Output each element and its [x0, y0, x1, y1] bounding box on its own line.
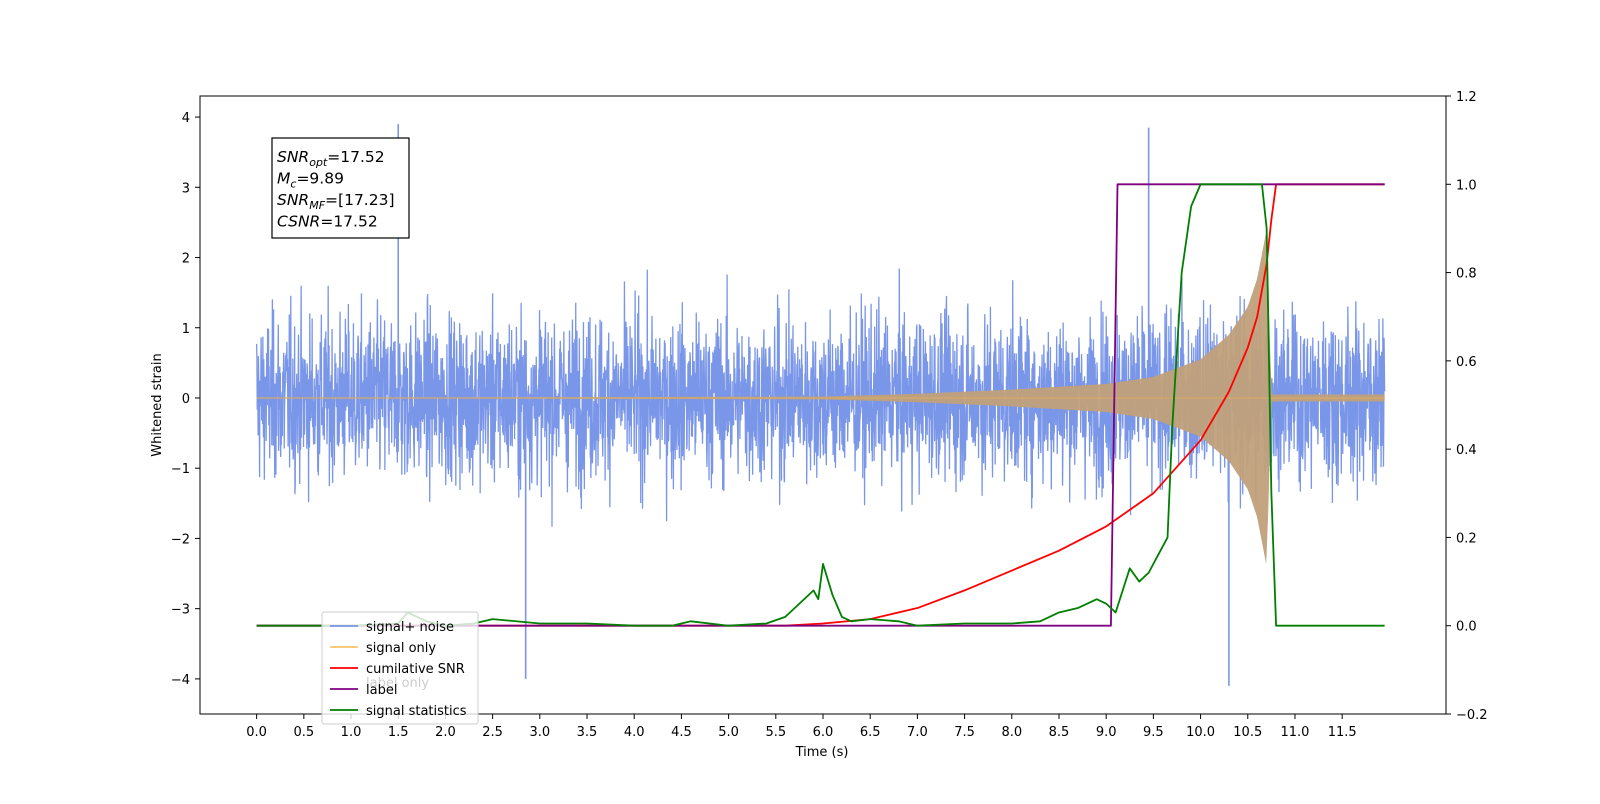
x-tick-label: 0.5	[293, 725, 314, 740]
y-left-tick-label: −3	[171, 603, 190, 618]
x-tick-label: 2.0	[435, 725, 456, 740]
series-line-label	[256, 183, 1385, 627]
y-right-tick-label: 0.8	[1456, 267, 1477, 282]
x-tick-label: 9.5	[1143, 725, 1164, 740]
legend: label only signal+ noise signal only cumila…	[321, 611, 479, 725]
x-tick-label: 11.5	[1328, 725, 1357, 740]
y-left-tick-label: 3	[182, 181, 190, 196]
legend-label: label	[366, 683, 397, 698]
x-tick-label: 8.5	[1049, 725, 1070, 740]
legend-label: signal statistics	[366, 704, 467, 719]
legend-ghost-text: label only	[366, 676, 429, 691]
series-line-signal-statistics	[256, 183, 1385, 627]
info-line: SNRopt=17.52	[277, 148, 385, 169]
x-tick-label: 2.5	[482, 725, 503, 740]
x-tick-label: 1.0	[341, 725, 362, 740]
x-tick-label: 3.0	[529, 725, 550, 740]
legend-box	[321, 611, 479, 725]
y-right-tick-label: 0.6	[1456, 355, 1477, 370]
legend-label: signal+ noise	[366, 620, 454, 635]
x-tick-label: 4.0	[624, 725, 645, 740]
x-tick-label: 8.0	[1001, 725, 1022, 740]
x-tick-label: 3.5	[577, 725, 598, 740]
signal-noise-trace	[255, 268, 1386, 527]
info-box-frame	[271, 137, 410, 239]
legend-label: cumilative SNR	[366, 662, 465, 677]
y-right-tick-label: 0.2	[1456, 531, 1477, 546]
info-line: SNRMF=[17.23]	[277, 191, 395, 212]
x-tick-label: 7.0	[907, 725, 928, 740]
series-signal-only	[256, 231, 1385, 565]
y-left-tick-label: −4	[171, 673, 190, 688]
info-box: SNRopt=17.52Mc=9.89SNRMF=[17.23]CSNR=17.…	[271, 137, 410, 239]
x-axis-ticks: 0.0 0.5 1.0 1.5 2.0 2.5 3.0 3.5 4.0 4.5 5.0 5.5 6.0 6…	[246, 714, 1357, 740]
x-tick-label: 6.5	[860, 725, 881, 740]
y-left-tick-label: 1	[182, 322, 190, 337]
x-tick-label: 7.5	[954, 725, 975, 740]
info-line: CSNR=17.52	[277, 213, 378, 231]
x-tick-label: 9.0	[1096, 725, 1117, 740]
x-tick-label: 6.0	[813, 725, 834, 740]
x-axis-label: Time (s)	[795, 745, 849, 760]
x-tick-label: 5.0	[718, 725, 739, 740]
series-signal-noise	[255, 124, 1386, 686]
info-line: Mc=9.89	[277, 170, 344, 191]
y-right-tick-label: 0.0	[1456, 620, 1477, 635]
x-tick-label: 0.0	[246, 725, 267, 740]
y-left-tick-label: 2	[182, 252, 190, 267]
y-axis-left-ticks: 4 3 2 1 0 −1 −2 −3 −4	[171, 111, 200, 688]
series-lines	[256, 183, 1385, 627]
y-left-tick-label: 4	[182, 111, 190, 126]
y-left-tick-label: −2	[171, 532, 190, 547]
y-left-tick-label: 0	[182, 392, 190, 407]
y-axis-label: Whitened strain	[150, 353, 165, 456]
x-tick-label: 4.5	[671, 725, 692, 740]
y-right-tick-label: 0.4	[1456, 443, 1477, 458]
y-right-tick-label: 1.0	[1456, 178, 1477, 193]
y-right-tick-label: −0.2	[1456, 708, 1488, 723]
y-axis-right-ticks: 1.2 1.0 0.8 0.6 0.4 0.2 0.0 −0.2	[1446, 90, 1488, 723]
y-left-tick-label: −1	[171, 462, 190, 477]
x-tick-label: 10.5	[1233, 725, 1262, 740]
y-right-tick-label: 1.2	[1456, 90, 1477, 105]
x-tick-label: 10.0	[1186, 725, 1215, 740]
x-tick-label: 5.5	[765, 725, 786, 740]
legend-label: signal only	[366, 641, 436, 656]
x-tick-label: 1.5	[388, 725, 409, 740]
x-tick-label: 11.0	[1280, 725, 1309, 740]
